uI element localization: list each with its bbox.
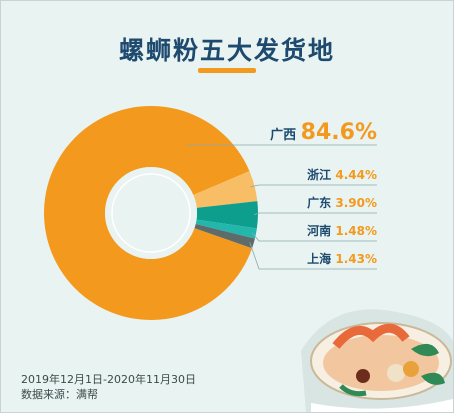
slice-label-3: 河南 1.48% xyxy=(306,223,377,238)
leader-line-4 xyxy=(249,242,377,270)
title-underline xyxy=(198,68,256,73)
noodle-bowl-illustration xyxy=(301,309,453,412)
slice-1 xyxy=(193,171,258,208)
leader-line-2 xyxy=(253,212,377,216)
slice-2 xyxy=(196,201,259,229)
data-source: 数据来源：满帮 xyxy=(21,388,98,401)
leader-line-1 xyxy=(250,184,377,188)
donut-hole-ring xyxy=(111,173,191,253)
donut-hole xyxy=(105,167,197,259)
chart-title: 螺蛳粉五大发货地 xyxy=(118,36,335,65)
slice-0 xyxy=(43,105,253,321)
slice-label-2: 广东 3.90% xyxy=(307,195,377,210)
slice-label-1: 浙江 4.44% xyxy=(307,167,377,182)
leader-line-3 xyxy=(251,232,377,242)
slice-4 xyxy=(194,223,255,249)
slice-label-0: 广西 84.6% xyxy=(270,120,377,145)
date-range: 2019年12月1日-2020年11月30日 xyxy=(21,373,196,386)
slice-3 xyxy=(195,219,257,239)
slice-label-4: 上海 1.43% xyxy=(307,251,377,266)
